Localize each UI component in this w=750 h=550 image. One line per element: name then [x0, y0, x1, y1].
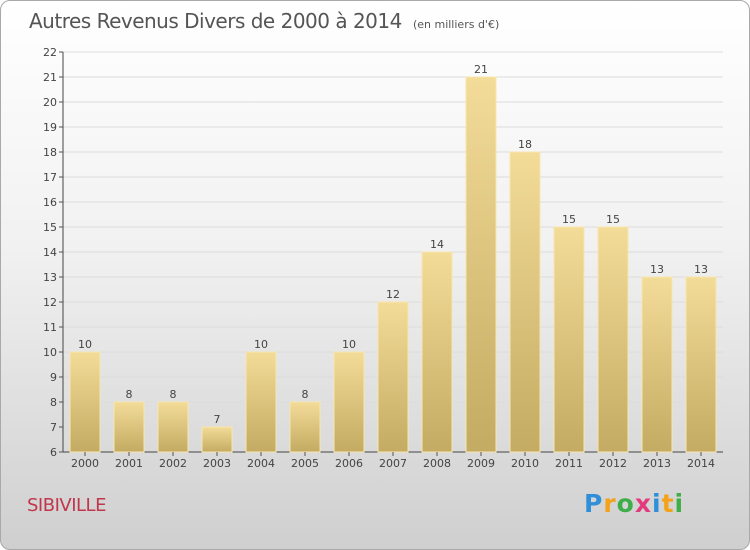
y-tick-label: 18 [43, 146, 57, 159]
logo-letter: P [584, 489, 604, 518]
chart-header: Autres Revenus Divers de 2000 à 2014 (en… [29, 9, 499, 33]
y-tick-label: 15 [43, 221, 57, 234]
y-tick-label: 22 [43, 46, 57, 59]
bar [69, 351, 101, 453]
x-tick-label: 2012 [599, 457, 627, 470]
chart-subtitle: (en milliers d'€) [412, 18, 500, 31]
x-tick-label: 2006 [335, 457, 363, 470]
x-tick-label: 2010 [511, 457, 539, 470]
y-tick-label: 8 [50, 396, 57, 409]
place-name: SIBIVILLE [27, 495, 106, 516]
bar-value-label: 21 [474, 63, 488, 76]
logo-letter: i [652, 489, 662, 518]
y-tick-label: 9 [50, 371, 57, 384]
bar [685, 276, 717, 453]
x-tick-label: 2011 [555, 457, 583, 470]
x-tick-label: 2002 [159, 457, 187, 470]
bar-value-label: 8 [126, 388, 133, 401]
bar [113, 401, 145, 453]
x-tick-label: 2014 [687, 457, 715, 470]
bar-value-label: 18 [518, 138, 532, 151]
logo-letter: i [674, 489, 685, 518]
bar-value-label: 13 [694, 263, 708, 276]
bar [157, 401, 189, 453]
y-tick-label: 16 [43, 196, 57, 209]
y-tick-label: 20 [43, 96, 57, 109]
bar [201, 426, 233, 453]
bar-value-label: 15 [562, 213, 576, 226]
bar [245, 351, 277, 453]
bar [333, 351, 365, 453]
bar-value-label: 8 [302, 388, 309, 401]
bar-value-label: 10 [78, 338, 92, 351]
bar [553, 226, 585, 453]
y-tick-label: 19 [43, 121, 57, 134]
bar [421, 251, 453, 453]
logo-letter: r [603, 489, 617, 518]
x-tick-label: 2005 [291, 457, 319, 470]
logo-letter: o [616, 489, 635, 518]
bar-value-label: 10 [342, 338, 356, 351]
x-tick-label: 2004 [247, 457, 275, 470]
proxiti-logo: Proxiti [584, 489, 684, 518]
x-tick-label: 2003 [203, 457, 231, 470]
y-tick-label: 7 [50, 421, 57, 434]
y-tick-label: 11 [43, 321, 57, 334]
y-tick-label: 21 [43, 71, 57, 84]
bar-value-label: 13 [650, 263, 664, 276]
bar-value-label: 10 [254, 338, 268, 351]
x-tick-label: 2009 [467, 457, 495, 470]
y-tick-label: 13 [43, 271, 57, 284]
y-tick-label: 17 [43, 171, 57, 184]
logo-letter: t [661, 489, 675, 518]
y-tick-label: 12 [43, 296, 57, 309]
chart-title: Autres Revenus Divers de 2000 à 2014 [29, 9, 402, 33]
bar [465, 76, 497, 453]
bar-value-label: 15 [606, 213, 620, 226]
x-tick-label: 2000 [71, 457, 99, 470]
logo-letter: x [634, 489, 652, 518]
y-tick-label: 10 [43, 346, 57, 359]
y-tick-label: 14 [43, 246, 57, 259]
bar [289, 401, 321, 453]
bar-value-label: 14 [430, 238, 444, 251]
x-tick-label: 2001 [115, 457, 143, 470]
bar [377, 301, 409, 453]
y-tick-label: 6 [50, 446, 57, 459]
bar-value-label: 8 [170, 388, 177, 401]
bar [509, 151, 541, 453]
x-tick-label: 2007 [379, 457, 407, 470]
bar-value-label: 7 [214, 413, 221, 426]
x-tick-label: 2008 [423, 457, 451, 470]
bar-value-label: 12 [386, 288, 400, 301]
x-tick-label: 2013 [643, 457, 671, 470]
bar [597, 226, 629, 453]
bar [641, 276, 673, 453]
